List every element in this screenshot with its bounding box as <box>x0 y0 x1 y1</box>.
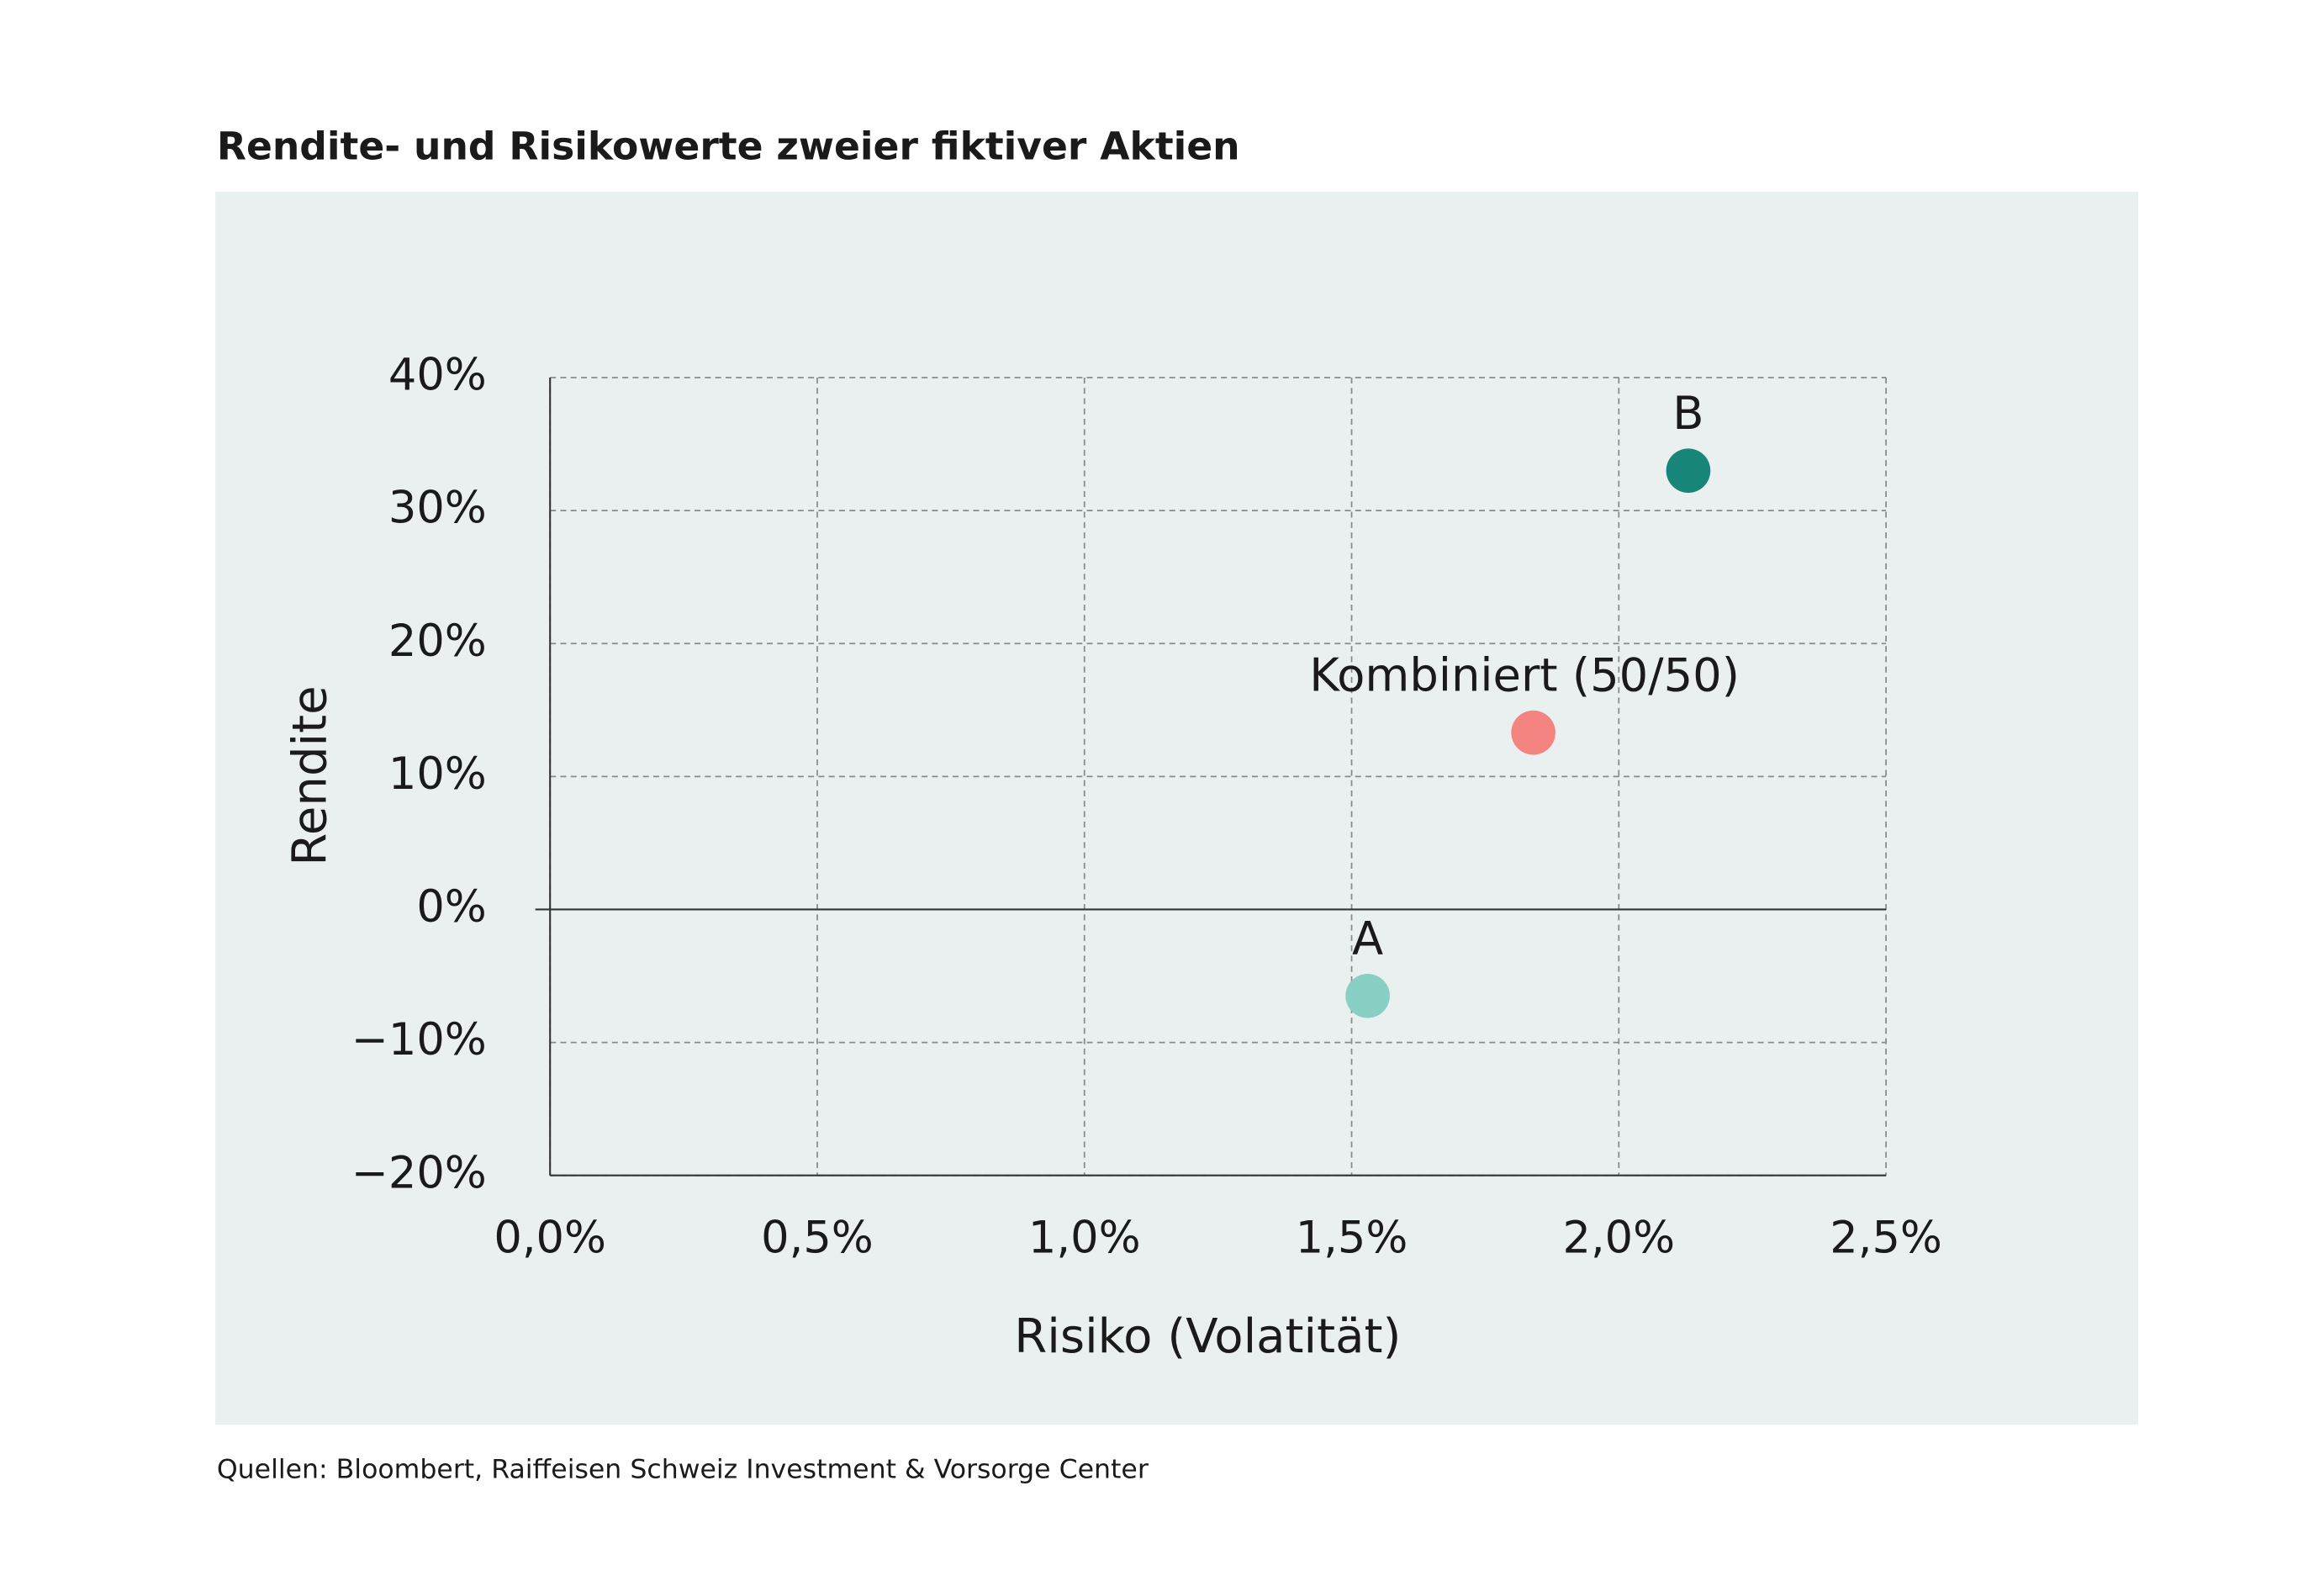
y-tick-label: 30% <box>388 483 487 534</box>
source-note: Quellen: Bloombert, Raiffeisen Schweiz I… <box>217 1454 1149 1484</box>
point-label: A <box>1352 912 1383 965</box>
y-tick-label: −10% <box>351 1014 487 1065</box>
y-axis-title: Rendite <box>283 685 337 865</box>
x-tick-label: 0,0% <box>494 1213 606 1264</box>
data-point <box>1511 710 1555 755</box>
data-point <box>1666 448 1711 493</box>
x-tick-label: 2,0% <box>1562 1213 1675 1264</box>
x-tick-label: 0,5% <box>761 1213 874 1264</box>
x-tick-label: 1,5% <box>1296 1213 1408 1264</box>
x-tick-label: 1,0% <box>1028 1213 1141 1264</box>
y-tick-label: 40% <box>388 350 487 401</box>
chart-title: Rendite- und Risikowerte zweier fiktiver… <box>217 124 1240 169</box>
y-tick-label: 10% <box>388 748 487 800</box>
point-label: B <box>1672 387 1703 440</box>
x-axis-title: Risiko (Volatität) <box>1014 1309 1401 1364</box>
point-label: Kombiniert (50/50) <box>1309 648 1740 701</box>
chart-panel <box>215 191 2138 1425</box>
data-point <box>1345 973 1390 1018</box>
y-tick-label: 20% <box>388 616 487 667</box>
y-tick-label: −20% <box>351 1147 487 1198</box>
x-tick-label: 2,5% <box>1830 1213 1942 1264</box>
y-tick-label: 0% <box>416 881 486 933</box>
